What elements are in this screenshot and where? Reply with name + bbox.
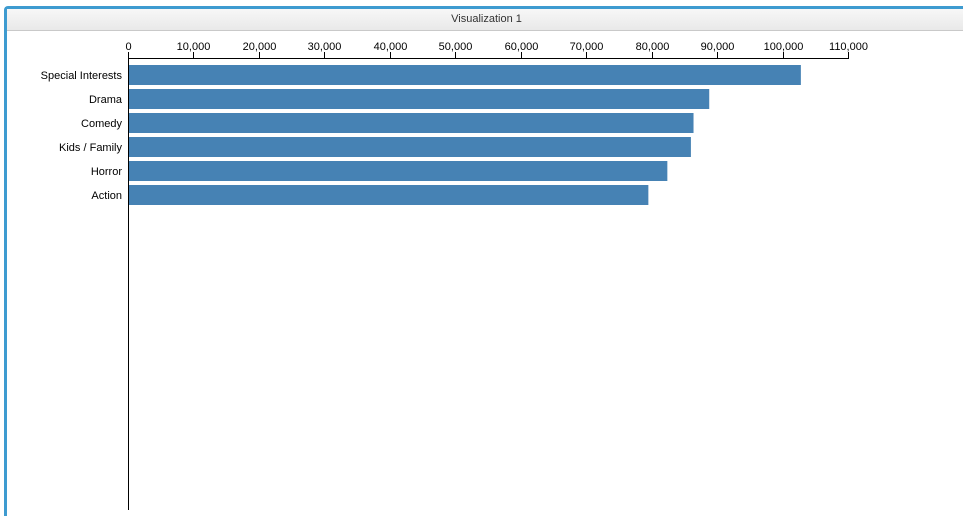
x-axis-line [128, 52, 849, 59]
x-tick-label: 70,000 [570, 41, 604, 53]
x-tick-label: 110,000 [829, 41, 868, 53]
category-label: Comedy [81, 118, 122, 130]
bars [129, 65, 801, 205]
bar[interactable] [129, 113, 694, 133]
bar[interactable] [129, 161, 668, 181]
category-label: Action [91, 190, 122, 202]
category-labels: Special Interests Drama Comedy Kids / Famil… [41, 70, 123, 202]
x-tick-label: 80,000 [636, 41, 670, 53]
x-tick-label: 40,000 [374, 41, 408, 53]
x-tick-label: 90,000 [701, 41, 735, 53]
category-label: Drama [89, 94, 123, 106]
x-tick-label: 50,000 [439, 41, 473, 53]
bar[interactable] [129, 65, 801, 85]
x-tick-label: 10,000 [177, 41, 211, 53]
x-tick-label: 30,000 [308, 41, 342, 53]
bar[interactable] [129, 137, 691, 157]
category-label: Special Interests [41, 70, 123, 82]
x-axis: 0 10,000 20,000 30,000 40,000 50,000 60,000 70,… [125, 41, 868, 510]
x-tick-label: 100,000 [764, 41, 804, 53]
x-tick-label: 60,000 [505, 41, 539, 53]
category-label: Kids / Family [59, 142, 122, 154]
x-tick-label: 20,000 [243, 41, 277, 53]
bar[interactable] [129, 89, 710, 109]
bar[interactable] [129, 185, 649, 205]
x-tick-label: 0 [125, 41, 131, 53]
category-label: Horror [91, 166, 123, 178]
window-title: Visualization 1 [7, 9, 963, 31]
